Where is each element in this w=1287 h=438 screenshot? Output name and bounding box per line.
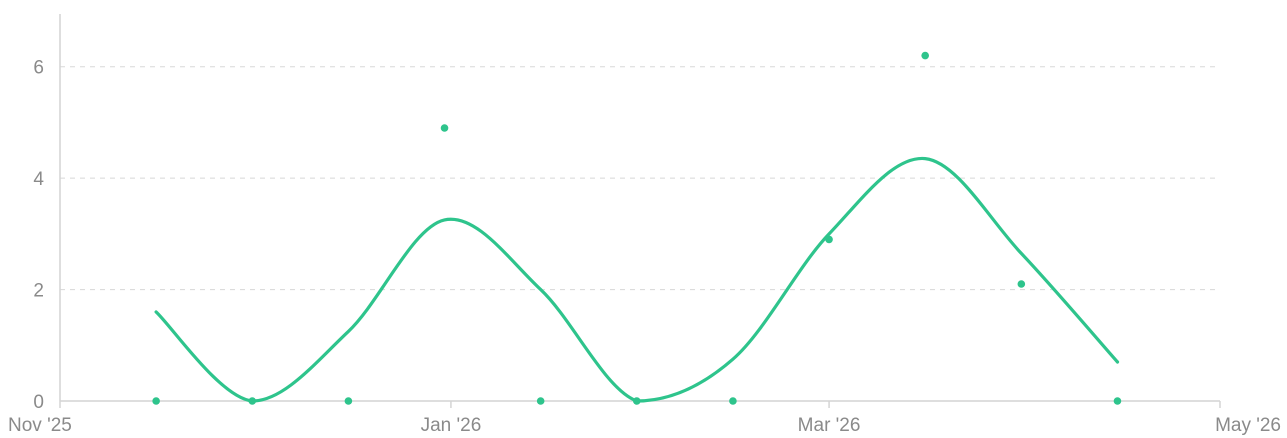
- x-tick-label: Jan '26: [421, 415, 482, 436]
- x-tick-label: Mar '26: [798, 415, 861, 436]
- y-tick-label: 0: [33, 392, 44, 413]
- scatter-point: [921, 51, 929, 60]
- y-tick-label: 2: [33, 281, 44, 302]
- scatter-point: [1113, 397, 1122, 405]
- scatter-point: [825, 235, 833, 244]
- scatter-point: [440, 124, 449, 132]
- x-tick-label: Nov '25: [8, 415, 72, 436]
- x-tick-marks: [59, 401, 1221, 408]
- trend-line-series: [154, 156, 1120, 403]
- gridlines: [60, 66, 1220, 291]
- y-tick-label: 6: [33, 58, 44, 79]
- scatter-point: [152, 397, 160, 405]
- x-tick-label: May '26: [1215, 415, 1281, 436]
- scatter-point: [729, 397, 737, 405]
- y-tick-label: 4: [33, 169, 44, 190]
- scatter-point: [344, 397, 353, 405]
- scatter-point: [536, 397, 545, 405]
- scatter-point: [1017, 280, 1026, 288]
- trend-line: [154, 156, 1120, 403]
- tick-labels: 0 2 4 6 Nov '25 Jan '26 Mar '26 May '26: [8, 58, 1281, 436]
- scatter-point: [632, 397, 641, 405]
- scatter-point: [248, 397, 257, 405]
- scatter-series: [152, 51, 1122, 405]
